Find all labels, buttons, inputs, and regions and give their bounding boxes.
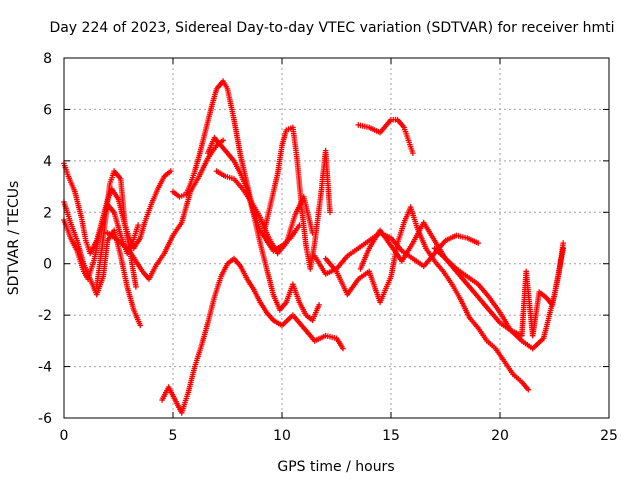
- data-point: [168, 168, 174, 174]
- data-point: [220, 137, 226, 144]
- y-tick-label: 2: [43, 205, 52, 221]
- data-point: [137, 322, 144, 329]
- y-tick-label: 4: [43, 154, 52, 170]
- x-tick-label: 10: [273, 428, 291, 444]
- y-tick-label: 8: [43, 51, 52, 67]
- x-axis-label: GPS time / hours: [277, 459, 394, 475]
- y-tick-label: -4: [38, 360, 52, 376]
- data-marks: [61, 78, 566, 416]
- data-point: [327, 209, 333, 216]
- y-tick-label: -6: [38, 411, 52, 427]
- data-point: [525, 386, 532, 393]
- data-point: [560, 240, 566, 246]
- x-tick-label: 15: [382, 428, 400, 444]
- x-tick-label: 25: [600, 428, 618, 444]
- plot-frame: [63, 57, 610, 419]
- data-point: [135, 222, 141, 228]
- y-axis-label: SDTVAR / TECUs: [6, 181, 22, 296]
- data-point: [475, 240, 481, 246]
- data-point: [410, 150, 416, 156]
- chart-title: Day 224 of 2023, Sidereal Day-to-day VTE…: [49, 20, 614, 36]
- y-tick-label: -2: [38, 308, 52, 324]
- data-point: [316, 302, 322, 308]
- data-point: [133, 284, 139, 290]
- x-tick-label: 5: [169, 428, 178, 444]
- grid: [64, 58, 609, 418]
- y-tick-label: 0: [43, 257, 52, 273]
- x-tick-label: 0: [60, 428, 69, 444]
- x-tick-label: 20: [491, 428, 509, 444]
- y-tick-label: 6: [43, 102, 52, 118]
- data-point: [340, 345, 346, 352]
